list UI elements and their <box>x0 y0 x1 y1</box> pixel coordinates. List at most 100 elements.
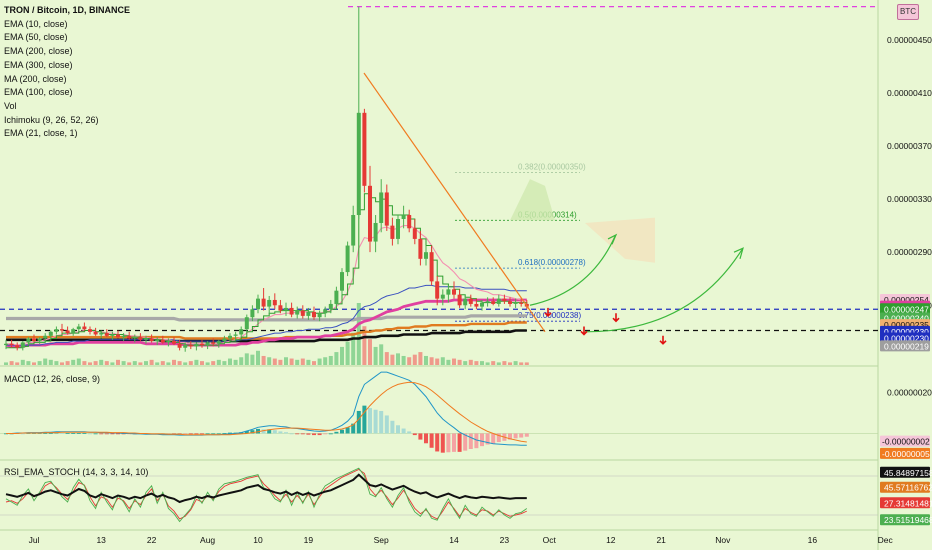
symbol-title[interactable]: TRON / Bitcoin, 1D, BINANCE <box>4 5 131 15</box>
candle-body <box>160 339 165 343</box>
candle-body <box>222 338 227 342</box>
candle-body <box>323 309 328 314</box>
candle-body <box>407 215 412 229</box>
macd-hist-bar <box>317 433 322 436</box>
macd-hist-bar <box>418 433 423 440</box>
macd-hist-bar <box>244 431 249 434</box>
candle-body <box>384 192 389 226</box>
macd-hist-bar <box>328 433 333 435</box>
currency-badge[interactable]: BTC <box>897 4 919 20</box>
volume-bar <box>429 357 434 365</box>
macd-hist-bar <box>368 408 372 434</box>
candle-body <box>519 302 524 304</box>
indicator-ichimoku[interactable]: Ichimoku (9, 26, 52, 26) <box>4 114 99 125</box>
ema-lines <box>5 193 528 349</box>
volume-bar <box>524 362 529 365</box>
volume-bar <box>20 359 25 365</box>
macd-hist-bar <box>76 433 81 434</box>
volume-bar <box>155 362 160 365</box>
rsi-tag-label: 27.31481481 <box>884 498 932 508</box>
macd-hist-bar <box>65 433 70 434</box>
indicator-vol[interactable]: Vol <box>4 100 17 111</box>
macd-hist-bar <box>289 433 294 435</box>
macd-tag <box>880 435 930 447</box>
candle-body <box>93 331 98 335</box>
macd-pane <box>0 371 878 453</box>
macd-hist-bar <box>211 433 216 435</box>
price-tag-label: 0.00000230 <box>884 333 929 343</box>
macd-tag-label: -0.00000005 <box>882 449 930 459</box>
volume-bar <box>200 361 204 365</box>
indicator-ema300[interactable]: EMA (300, close) <box>4 59 73 70</box>
volume-bar <box>340 346 344 365</box>
candle-body <box>149 338 154 342</box>
volume-bar <box>188 361 193 365</box>
macd-hist-bar <box>272 430 277 434</box>
volume-bar <box>317 358 322 365</box>
volume-bar <box>435 358 440 365</box>
volume-bar <box>306 359 311 365</box>
volume-bar <box>37 361 42 365</box>
rsi-pane-label[interactable]: RSI_EMA_STOCH (14, 3, 3, 14, 10) <box>4 467 149 477</box>
candle-body <box>284 307 288 311</box>
macd-hist-bar <box>194 433 199 435</box>
candle-body <box>54 329 59 332</box>
candle-body <box>295 310 300 315</box>
time-axis: Jul 13 22 Aug 10 19 Sep 14 23 Oct 12 21 Nov 16 Dec <box>29 535 894 545</box>
time-tick-label: Jul <box>29 535 40 545</box>
macd-hist-bar <box>519 433 524 438</box>
volume-bar <box>149 359 154 365</box>
candle-body <box>401 215 406 219</box>
candle-body <box>250 309 255 318</box>
candle-body <box>379 192 384 223</box>
volume-bar <box>351 332 356 365</box>
volume-bar <box>267 357 272 365</box>
volume-bar <box>446 359 451 365</box>
indicator-ema100[interactable]: EMA (100, close) <box>4 87 73 98</box>
candle-body <box>121 335 126 338</box>
macd-hist-bar <box>334 431 339 434</box>
macd-hist-bar <box>284 432 288 434</box>
rsi-tag-label: 45.57116762 <box>884 483 932 493</box>
macd-tag-label: -0.00000002 <box>882 437 930 447</box>
macd-hist-bar <box>524 433 529 437</box>
projection-path <box>584 249 743 333</box>
candle-body <box>373 222 378 242</box>
time-tick-label: 16 <box>808 535 818 545</box>
macd-hist-bar <box>396 425 400 434</box>
indicator-ema10[interactable]: EMA (10, close) <box>4 18 68 29</box>
macd-hist-bar <box>306 433 311 435</box>
indicator-ma200[interactable]: MA (200, close) <box>4 73 67 84</box>
macd-hist-bar <box>463 433 468 451</box>
indicator-ema21[interactable]: EMA (21, close, 1) <box>4 128 78 139</box>
candle-body <box>356 112 361 216</box>
down-arrow <box>544 307 552 318</box>
candle-body <box>205 342 210 346</box>
time-tick-label: Oct <box>543 535 557 545</box>
candle-body <box>463 298 468 306</box>
volume-bar <box>373 346 378 365</box>
indicator-ema50[interactable]: EMA (50, close) <box>4 32 68 43</box>
macd-hist-bar <box>340 429 344 434</box>
price-tag-label: 0.00000235 <box>884 320 929 330</box>
macd-hist-bar <box>356 410 361 434</box>
candle-body <box>306 311 311 316</box>
candle-body <box>233 334 238 336</box>
ema-pink-line <box>5 298 527 348</box>
candle-body <box>4 343 8 346</box>
macd-hist-bar <box>468 433 473 449</box>
volume-bar <box>401 355 406 365</box>
indicator-ema200[interactable]: EMA (200, close) <box>4 46 73 57</box>
candle-body <box>172 341 176 344</box>
volume-bar <box>116 359 120 365</box>
volume-bar <box>216 359 221 365</box>
macd-hist-bar <box>267 429 272 434</box>
time-tick-label: 13 <box>96 535 106 545</box>
candle-body <box>345 245 350 273</box>
candle-body <box>37 338 42 342</box>
rsi-tag <box>880 497 930 509</box>
macd-hist-bar <box>43 433 48 434</box>
macd-hist-bar <box>379 410 384 434</box>
macd-pane-label[interactable]: MACD (12, 26, close, 9) <box>4 374 101 384</box>
